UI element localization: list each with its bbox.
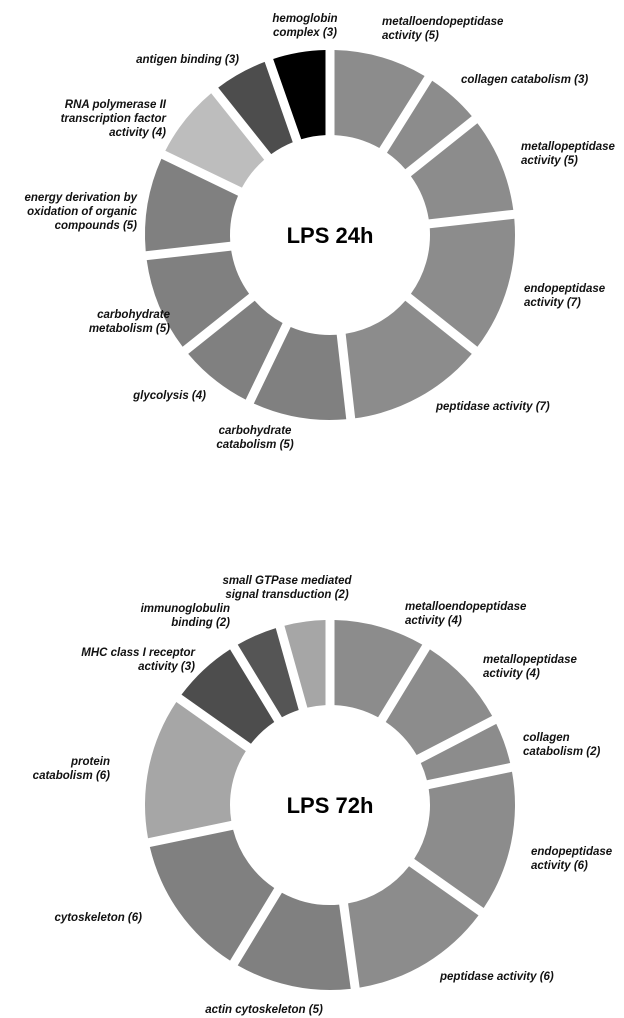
slice-carbohydrate-catabolism-5: [253, 326, 347, 421]
slice-label-metallopeptidase-activity-5: metallopeptidase activity (5): [521, 141, 616, 167]
slice-collagen-catabolism-2: [420, 723, 511, 781]
slice-label-protein-catabolism-6: protein catabolism (6): [33, 756, 110, 782]
slice-hemoglobin-complex-3: [273, 50, 326, 140]
slice-label-immunoglobulin-binding-2: immunoglobulin binding (2): [141, 603, 231, 629]
slice-label-collagen-catabolism-3: collagen catabolism (3): [461, 74, 588, 86]
slice-endopeptidase-activity-6: [414, 771, 515, 908]
chart-title: LPS 24h: [287, 223, 374, 248]
slice-peptidase-activity-7: [345, 300, 472, 419]
slice-label-endopeptidase-activity-7: endopeptidase activity (7): [524, 283, 606, 309]
slice-mhc-class-i-receptor-activity-3: [181, 649, 275, 744]
slice-label-metalloendopeptidase-activity-4: metalloendopeptidase activity (4): [405, 601, 527, 627]
slice-protein-catabolism-6: [145, 702, 246, 839]
slice-peptidase-activity-6: [348, 866, 479, 988]
slice-label-energy-derivation-by-oxidation-of-organic-compounds-5: energy derivation by oxidation of organic…: [25, 192, 138, 232]
slice-energy-derivation-by-oxidation-of-organic-compounds-5: [144, 158, 239, 252]
slice-metalloendopeptidase-activity-5: [334, 50, 425, 149]
slice-carbohydrate-metabolism-5: [146, 250, 250, 347]
slice-label-glycolysis-4: glycolysis (4): [132, 390, 206, 402]
slice-collagen-catabolism-3: [386, 80, 472, 170]
donut-chart-lps-72h: metalloendopeptidase activity (4) metallop…: [33, 575, 613, 1016]
slice-immunoglobulin-binding-2: [237, 628, 299, 718]
slice-label-carbohydrate-metabolism-5: carbohydrate metabolism (5): [89, 309, 171, 335]
slice-endopeptidase-activity-7: [410, 218, 516, 347]
slice-label-peptidase-activity-6: peptidase activity (6): [439, 971, 554, 983]
slice-label-rna-polymerase-ii-transcription-factor-activity-4: RNA polymerase II transcription factor act…: [61, 99, 167, 139]
slice-metallopeptidase-activity-4: [385, 649, 493, 756]
slice-cytoskeleton-6: [149, 829, 275, 961]
slice-label-hemoglobin-complex-3: hemoglobin complex (3): [272, 13, 337, 39]
slice-label-actin-cytoskeleton-5: actin cytoskeleton (5): [205, 1004, 323, 1016]
slice-label-antigen-binding-3: antigen binding (3): [136, 54, 239, 66]
slice-actin-cytoskeleton-5: [237, 892, 351, 991]
slice-label-cytoskeleton-6: cytoskeleton (6): [54, 912, 142, 924]
slice-label-carbohydrate-catabolism-5: carbohydrate catabolism (5): [216, 425, 293, 451]
slice-label-metalloendopeptidase-activity-5: metalloendopeptidase activity (5): [382, 16, 504, 42]
slice-antigen-binding-3: [218, 61, 293, 155]
slice-small-gtpase-mediated-signal-transduction-2: [284, 620, 326, 708]
slice-label-small-gtpase-mediated-signal-transduction-2: small GTPase mediated signal transduction…: [222, 575, 352, 601]
slice-label-mhc-class-i-receptor-activity-3: MHC class I receptor activity (3): [81, 647, 195, 673]
slice-label-metallopeptidase-activity-4: metallopeptidase activity (4): [483, 654, 578, 680]
slice-metallopeptidase-activity-5: [410, 123, 514, 220]
slice-metalloendopeptidase-activity-4: [334, 620, 423, 718]
slice-label-endopeptidase-activity-6: endopeptidase activity (6): [531, 846, 613, 872]
slice-label-collagen-catabolism-2: collagen catabolism (2): [523, 732, 600, 758]
chart-title: LPS 72h: [287, 793, 374, 818]
slice-rna-polymerase-ii-transcription-factor-activity-4: [165, 93, 265, 188]
slice-label-peptidase-activity-7: peptidase activity (7): [435, 401, 550, 413]
slice-glycolysis-4: [188, 300, 283, 400]
donut-chart-lps-24h: metalloendopeptidase activity (5) collagen…: [25, 13, 616, 451]
